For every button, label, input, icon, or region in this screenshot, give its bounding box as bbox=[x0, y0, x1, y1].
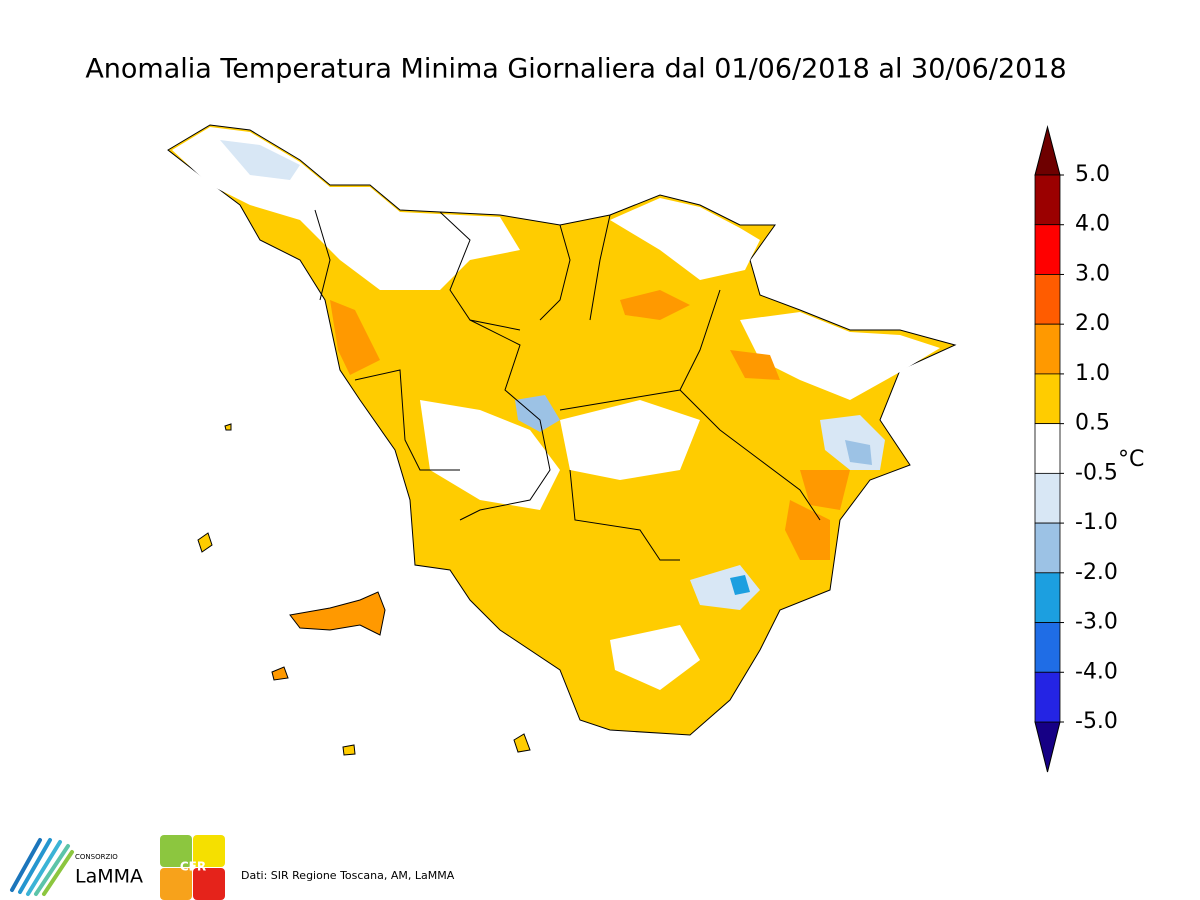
logo-text: LaMMA bbox=[75, 866, 143, 888]
colorbar: 5.0 4.0 3.0 2.0 1.0 0.5 -0.5 -1.0 -2.0 -3.0 -4.0 -5… bbox=[1034, 125, 1118, 773]
colorbar-segment bbox=[1034, 274, 1061, 325]
colorbar-extend bbox=[1034, 721, 1061, 773]
colorbar-label: 1.0 bbox=[1075, 361, 1110, 386]
colorbar-label: 4.0 bbox=[1075, 212, 1110, 237]
title: Anomalia Temperatura Minima Giornaliera … bbox=[85, 54, 1066, 85]
lamma-logo: CONSORZIO LaMMA bbox=[10, 838, 143, 896]
colorbar-label: 2.0 bbox=[1075, 311, 1110, 336]
colorbar-extend bbox=[1034, 125, 1061, 176]
colorbar-label: -1.0 bbox=[1075, 510, 1118, 535]
neutral-area bbox=[610, 198, 760, 280]
colorbar-label: 3.0 bbox=[1075, 261, 1110, 286]
neutral-area bbox=[740, 312, 940, 400]
cool-area bbox=[220, 140, 300, 180]
warm-area bbox=[800, 470, 850, 510]
colorbar-label: -2.0 bbox=[1075, 560, 1118, 585]
colorbar-label: -4.0 bbox=[1075, 659, 1118, 684]
map bbox=[167, 124, 957, 756]
colorbar-segment bbox=[1034, 323, 1061, 375]
island bbox=[513, 733, 531, 753]
logo-text: CFR bbox=[180, 860, 206, 874]
island bbox=[224, 423, 232, 431]
colorbar-segment bbox=[1034, 472, 1061, 524]
cfr-logo: CFR bbox=[160, 835, 225, 900]
warm-area bbox=[730, 350, 780, 380]
borders bbox=[314, 209, 821, 561]
cool-area bbox=[845, 440, 872, 465]
neutral-area bbox=[420, 400, 560, 510]
colorbar-label: -5.0 bbox=[1075, 709, 1118, 734]
warm-area bbox=[785, 500, 830, 560]
colorbar-segment bbox=[1034, 373, 1061, 425]
colorbar-segment bbox=[1034, 671, 1061, 723]
warm-area bbox=[330, 300, 380, 375]
colorbar-segment bbox=[1034, 572, 1061, 623]
cool-area bbox=[730, 575, 750, 595]
colorbar-label: 0.5 bbox=[1075, 411, 1110, 436]
colorbar-unit: °C bbox=[1118, 447, 1144, 472]
colorbar-segment bbox=[1034, 224, 1061, 275]
neutral-area bbox=[560, 400, 700, 480]
neutral-area bbox=[610, 625, 700, 690]
logo-text: CONSORZIO bbox=[75, 853, 118, 861]
colorbar-segment bbox=[1034, 423, 1061, 474]
island bbox=[197, 532, 213, 553]
island bbox=[342, 744, 356, 756]
island bbox=[289, 591, 386, 636]
colorbar-label: -3.0 bbox=[1075, 610, 1118, 635]
island bbox=[271, 666, 289, 681]
cool-area bbox=[515, 395, 560, 432]
colorbar-segment bbox=[1034, 622, 1061, 673]
colorbar-segment bbox=[1034, 174, 1061, 226]
colorbar-segment bbox=[1034, 522, 1061, 574]
colorbar-label: 5.0 bbox=[1075, 162, 1110, 187]
colorbar-label: -0.5 bbox=[1075, 460, 1118, 485]
warm-area bbox=[620, 290, 690, 320]
credits: Dati: SIR Regione Toscana, AM, LaMMA bbox=[241, 869, 455, 882]
